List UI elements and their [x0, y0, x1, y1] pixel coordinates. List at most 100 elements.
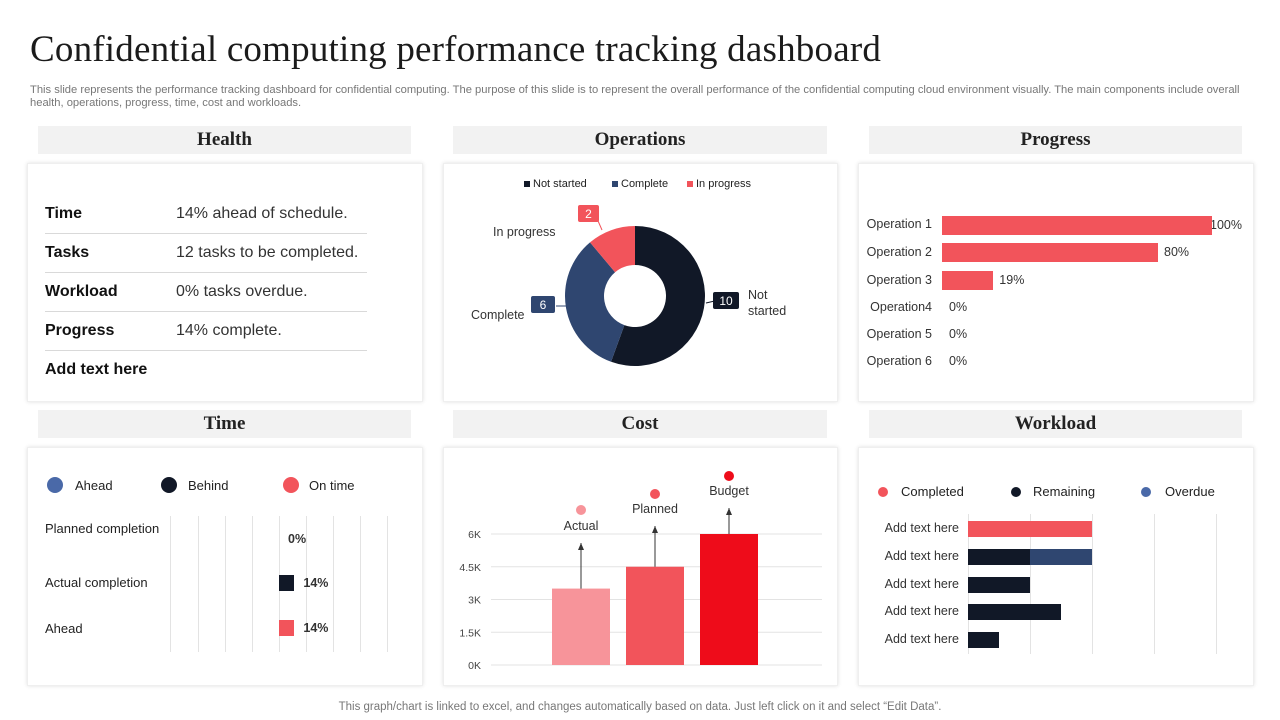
- progress-value: 19%: [999, 273, 1025, 287]
- workload-grid-line: [1030, 514, 1031, 654]
- progress-header: Progress: [869, 126, 1242, 154]
- legend-label: Overdue: [1165, 484, 1215, 499]
- workload-bar-remaining: [968, 604, 1061, 620]
- grid-line: [387, 516, 388, 652]
- progress-value: 100%: [1210, 218, 1242, 232]
- workload-bar-remaining: [968, 632, 999, 648]
- grid-line: [198, 516, 199, 652]
- legend-swatch: [47, 477, 63, 493]
- time-row-label: Actual completion: [45, 575, 148, 590]
- legend-swatch: [687, 181, 693, 187]
- legend-swatch: [283, 477, 299, 493]
- complete-callout-value: 6: [540, 298, 547, 312]
- donut-slice-in-progress: [590, 226, 635, 273]
- page-title: Confidential computing performance track…: [30, 29, 882, 70]
- health-row-workload: Workload 0% tasks overdue.: [45, 273, 367, 312]
- progress-label: Operation 1: [866, 217, 932, 231]
- legend-ahead: Ahead: [47, 477, 113, 493]
- cost-marker-dot: [724, 471, 734, 481]
- progress-value: 0%: [949, 327, 968, 341]
- grid-line: [252, 516, 253, 652]
- not-started-callout-box: [713, 292, 739, 309]
- time-header: Time: [38, 410, 411, 438]
- legend-completed: Completed: [878, 484, 964, 499]
- legend-swatch: [1011, 486, 1021, 497]
- progress-label: Operation4: [870, 300, 932, 314]
- cost-tick-label: 4.5K: [459, 562, 481, 574]
- legend-label: In progress: [696, 178, 752, 190]
- health-key: Workload: [45, 283, 118, 300]
- legend-remaining: Remaining: [1011, 484, 1095, 499]
- not-started-callout-label-1: Not: [748, 288, 768, 302]
- grid-line: [306, 516, 307, 652]
- legend-complete: Complete: [612, 178, 668, 190]
- legend-label: Not started: [533, 178, 587, 190]
- time-row-value: 14%: [303, 621, 329, 635]
- cost-marker-dot: [650, 489, 660, 499]
- cost-bar-chart: 0K 1.5K 3K 4.5K 6K Actual Planned Budget: [459, 471, 822, 672]
- legend-swatch: [612, 181, 618, 187]
- cost-panel: 0K 1.5K 3K 4.5K 6K Actual Planned Budget: [443, 447, 838, 686]
- time-bar: [279, 620, 295, 636]
- cost-bar-label: Planned: [632, 502, 678, 516]
- workload-bar-remaining: [968, 577, 1030, 593]
- health-row-tasks: Tasks 12 tasks to be completed.: [45, 234, 367, 273]
- complete-callout-label: Complete: [471, 308, 525, 322]
- grid-line: [360, 516, 361, 652]
- workload-row-label: Add text here: [884, 577, 959, 591]
- progress-bar: [942, 243, 1158, 262]
- donut-slice-complete: [565, 242, 625, 362]
- progress-label: Operation 6: [866, 354, 932, 368]
- cost-header: Cost: [453, 410, 827, 438]
- legend-label: On time: [309, 477, 355, 493]
- footer-note: This graph/chart is linked to excel, and…: [338, 701, 942, 713]
- cost-tick-label: 6K: [468, 529, 481, 541]
- health-row-progress: Progress 14% complete.: [45, 312, 367, 351]
- health-value: 12 tasks to be completed.: [176, 244, 359, 261]
- legend-overdue: Overdue: [1141, 484, 1215, 499]
- legend-label: Remaining: [1033, 484, 1096, 499]
- health-row-time: Time 14% ahead of schedule.: [45, 195, 367, 234]
- cost-bar: [700, 534, 758, 665]
- cost-arrow-head: [726, 508, 732, 515]
- workload-grid-line: [1216, 514, 1217, 654]
- health-key: Add text here: [45, 361, 148, 378]
- health-value: 14% complete.: [176, 322, 282, 339]
- legend-label: Completed: [901, 484, 964, 499]
- health-value: 14% ahead of schedule.: [176, 205, 348, 222]
- in-progress-callout-value: 2: [585, 207, 592, 221]
- cost-bar-label: Actual: [564, 519, 599, 533]
- complete-callout-box: [531, 296, 555, 313]
- progress-label: Operation 3: [866, 273, 932, 287]
- legend-label: Ahead: [75, 477, 113, 493]
- progress-bar: [942, 216, 1212, 235]
- time-row-value: 0%: [288, 532, 307, 546]
- health-panel: Time 14% ahead of schedule. Tasks 12 tas…: [27, 163, 423, 402]
- legend-swatch: [524, 181, 530, 187]
- workload-panel: Completed Remaining Overdue Add text her…: [858, 447, 1254, 686]
- workload-grid-line: [1092, 514, 1093, 654]
- legend-swatch: [1141, 486, 1151, 497]
- cost-marker-dot: [576, 505, 586, 515]
- grid-line: [225, 516, 226, 652]
- workload-header: Workload: [869, 410, 1242, 438]
- cost-bar-label: Budget: [709, 484, 749, 498]
- workload-bar-overdue: [1030, 549, 1092, 565]
- legend-behind: Behind: [161, 477, 228, 493]
- workload-row-label: Add text here: [884, 521, 959, 535]
- cost-arrow-head: [578, 543, 584, 550]
- health-key: Tasks: [45, 244, 90, 261]
- cost-tick-label: 3K: [468, 595, 481, 607]
- time-row-label: Planned completion: [45, 521, 160, 536]
- health-key: Time: [45, 205, 83, 222]
- page-subtitle: This slide represents the performance tr…: [30, 84, 1240, 109]
- cost-arrow-head: [652, 526, 658, 533]
- health-key: Progress: [45, 322, 115, 339]
- progress-panel: Operation 1 Operation 2 Operation 3 Oper…: [858, 163, 1254, 402]
- time-row-value: 14%: [303, 576, 329, 590]
- cost-bar: [552, 588, 610, 665]
- legend-on-time: On time: [283, 477, 355, 493]
- legend-swatch: [161, 477, 177, 493]
- time-panel: Ahead Behind On time Planned completion …: [27, 447, 423, 686]
- time-bar: [279, 575, 295, 591]
